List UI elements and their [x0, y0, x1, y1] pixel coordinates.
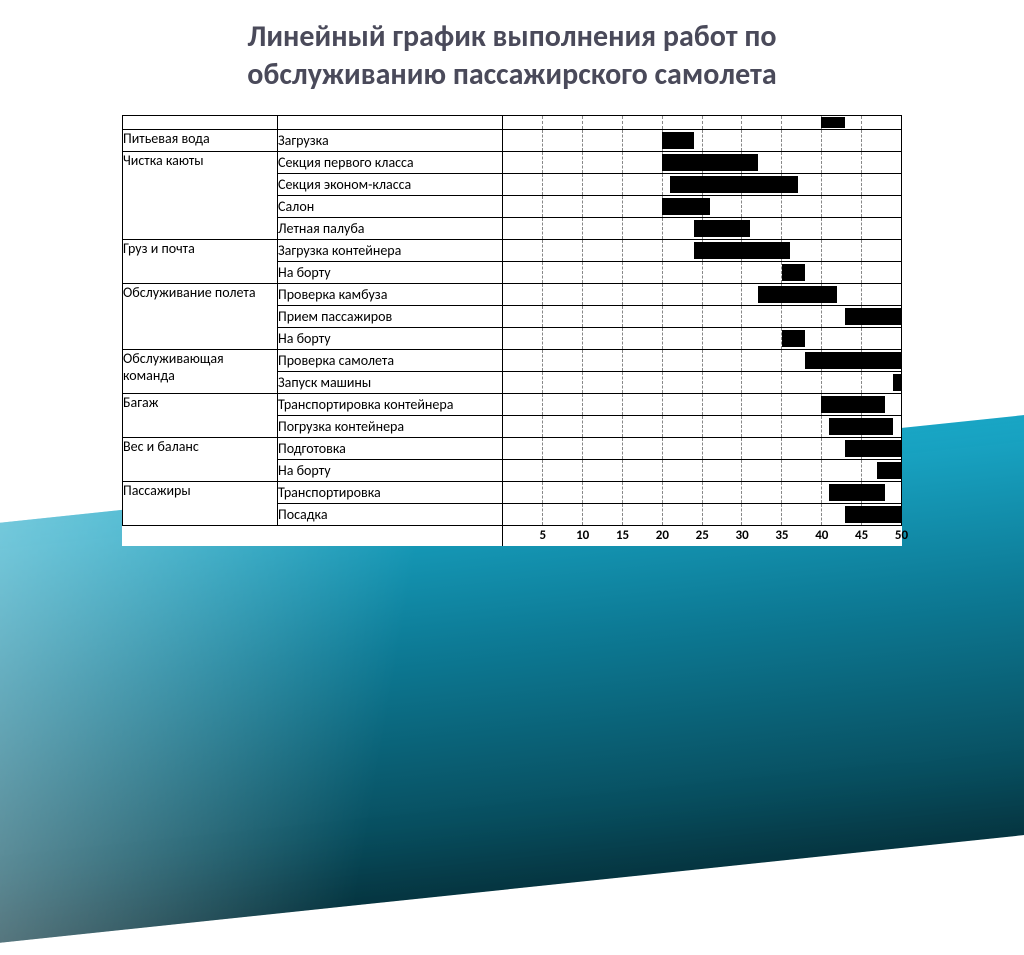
task-cell: Секция эконом-класса: [278, 174, 503, 196]
axis-spacer: [278, 526, 503, 547]
task-cell: Транспортировка: [278, 482, 503, 504]
axis-tick: 15: [616, 528, 629, 543]
timeline-cell: [503, 482, 902, 504]
gridlines: [503, 328, 901, 349]
task-cell: Запуск машины: [278, 372, 503, 394]
gantt-bar: [694, 242, 790, 259]
title-line-2: обслуживанию пассажирского самолета: [247, 56, 776, 93]
title-line-1: Линейный график выполнения работ по: [247, 18, 776, 55]
timeline-cell: [503, 328, 902, 350]
timeline-cell: [503, 504, 902, 526]
gantt-bar: [845, 308, 901, 325]
category-cell: Пассажиры: [123, 482, 278, 526]
task-cell: Загрузка контейнера: [278, 240, 503, 262]
timeline-cell: [503, 116, 902, 130]
axis-tick: 10: [576, 528, 589, 543]
gridlines: [503, 306, 901, 327]
gantt-bar: [782, 330, 806, 347]
axis-tick: 40: [815, 528, 828, 543]
task-cell: На борту: [278, 262, 503, 284]
gantt-bar: [877, 462, 901, 479]
gantt-bar: [845, 440, 901, 457]
gridlines: [503, 284, 901, 305]
timeline-cell: [503, 174, 902, 196]
timeline-cell: [503, 460, 902, 482]
axis-spacer: [123, 526, 278, 547]
category-cell: Груз и почта: [123, 240, 278, 284]
timeline-cell: [503, 350, 902, 372]
timeline-cell: [503, 306, 902, 328]
timeline-cell: [503, 218, 902, 240]
axis-tick: 35: [775, 528, 788, 543]
gantt-bar: [829, 418, 893, 435]
gridlines: [503, 504, 901, 525]
gantt-bar: [662, 154, 758, 171]
task-cell: Проверка камбуза: [278, 284, 503, 306]
task-cell: На борту: [278, 328, 503, 350]
timeline-cell: [503, 262, 902, 284]
timeline-cell: [503, 372, 902, 394]
task-cell: Прием пассажиров: [278, 306, 503, 328]
task-cell: Погрузка контейнера: [278, 416, 503, 438]
gridlines: [503, 372, 901, 393]
gantt-bar: [845, 506, 901, 523]
category-cell: Багаж: [123, 394, 278, 438]
axis-tick: 25: [696, 528, 709, 543]
category-cell: Чистка каюты: [123, 152, 278, 240]
task-cell: [278, 116, 503, 130]
gridlines: [503, 130, 901, 151]
gridlines: [503, 438, 901, 459]
axis-tick: 50: [895, 528, 908, 543]
category-cell: Вес и баланс: [123, 438, 278, 482]
gantt-bar: [662, 132, 694, 149]
timeline-cell: [503, 196, 902, 218]
gridlines: [503, 460, 901, 481]
timeline-cell: [503, 284, 902, 306]
task-cell: Транспортировка контейнера: [278, 394, 503, 416]
category-cell: Обслуживающая команда: [123, 350, 278, 394]
gantt-bar: [758, 286, 838, 303]
task-cell: Секция первого класса: [278, 152, 503, 174]
category-cell: [123, 116, 278, 130]
task-cell: На борту: [278, 460, 503, 482]
category-cell: Обслуживание полета: [123, 284, 278, 350]
gantt-chart: Питьевая водаЗагрузкаЧистка каютыСекция …: [122, 115, 902, 546]
gantt-table: Питьевая водаЗагрузкаЧистка каютыСекция …: [122, 115, 902, 546]
axis-tick: 20: [656, 528, 669, 543]
gantt-bar: [829, 484, 885, 501]
gantt-bar: [821, 117, 845, 128]
gantt-bar: [694, 220, 750, 237]
task-cell: Проверка самолета: [278, 350, 503, 372]
axis-labels: 5101520253035404550: [503, 526, 902, 546]
gridlines: [503, 262, 901, 283]
gantt-bar: [782, 264, 806, 281]
timeline-cell: [503, 240, 902, 262]
timeline-cell: [503, 416, 902, 438]
timeline-cell: [503, 438, 902, 460]
category-cell: Питьевая вода: [123, 130, 278, 152]
timeline-cell: [503, 394, 902, 416]
axis-tick: 5: [540, 528, 547, 543]
task-cell: Салон: [278, 196, 503, 218]
gantt-bar: [821, 396, 885, 413]
task-cell: Загрузка: [278, 130, 503, 152]
gantt-bar: [805, 352, 901, 369]
gantt-bar: [670, 176, 797, 193]
axis-tick: 45: [855, 528, 868, 543]
gantt-bar: [662, 198, 710, 215]
task-cell: Посадка: [278, 504, 503, 526]
timeline-cell: [503, 130, 902, 152]
timeline-cell: [503, 152, 902, 174]
gantt-bar: [893, 374, 901, 391]
axis-cell: 5101520253035404550: [503, 526, 902, 547]
axis-tick: 30: [736, 528, 749, 543]
task-cell: Летная палуба: [278, 218, 503, 240]
page-title: Линейный график выполнения работ по обсл…: [0, 0, 1024, 103]
task-cell: Подготовка: [278, 438, 503, 460]
